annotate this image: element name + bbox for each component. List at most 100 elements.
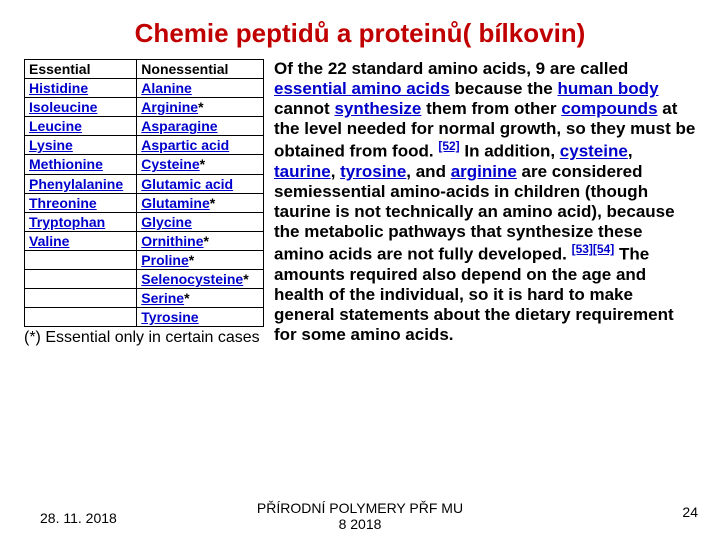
amino-acid-link[interactable]: Histidine bbox=[29, 80, 88, 96]
cell-nonessential: Glutamic acid bbox=[137, 174, 264, 193]
cell-nonessential: Asparagine bbox=[137, 117, 264, 136]
table-row: Valine Ornithine* bbox=[25, 231, 264, 250]
cell-essential: Isoleucine bbox=[25, 98, 137, 117]
amino-acid-link[interactable]: Tryptophan bbox=[29, 214, 105, 230]
cell-essential: Methionine bbox=[25, 155, 137, 174]
cell-essential bbox=[25, 250, 137, 269]
amino-acid-link[interactable]: Asparagine bbox=[141, 118, 217, 134]
cell-nonessential: Ornithine* bbox=[137, 231, 264, 250]
page-title: Chemie peptidů a proteinů( bílkovin) bbox=[24, 18, 696, 49]
amino-acid-link[interactable]: Selenocysteine bbox=[141, 271, 243, 287]
ref-52[interactable]: [52] bbox=[438, 139, 459, 153]
asterisk: * bbox=[198, 99, 203, 115]
cell-nonessential: Alanine bbox=[137, 79, 264, 98]
cell-nonessential: Cysteine* bbox=[137, 155, 264, 174]
link-compounds[interactable]: compounds bbox=[561, 99, 657, 118]
table-row: Tyrosine bbox=[25, 308, 264, 327]
cell-nonessential: Serine* bbox=[137, 289, 264, 308]
text: , bbox=[628, 142, 633, 161]
amino-acid-link[interactable]: Phenylalanine bbox=[29, 176, 123, 192]
cell-essential: Phenylalanine bbox=[25, 174, 137, 193]
amino-acid-link[interactable]: Threonine bbox=[29, 195, 97, 211]
body-text: Of the 22 standard amino acids, 9 are ca… bbox=[274, 59, 696, 348]
link-tyrosine[interactable]: tyrosine bbox=[340, 162, 406, 181]
amino-acid-link[interactable]: Methionine bbox=[29, 156, 103, 172]
amino-acid-link[interactable]: Glutamic acid bbox=[141, 176, 233, 192]
asterisk: * bbox=[204, 233, 209, 249]
col-header-essential: Essential bbox=[25, 60, 137, 79]
cell-nonessential: Proline* bbox=[137, 250, 264, 269]
cell-essential: Histidine bbox=[25, 79, 137, 98]
link-synthesize[interactable]: synthesize bbox=[334, 99, 421, 118]
slide: Chemie peptidů a proteinů( bílkovin) Ess… bbox=[0, 0, 720, 540]
cell-essential bbox=[25, 270, 137, 289]
ref-53[interactable]: [53] bbox=[572, 242, 593, 256]
cell-nonessential: Arginine* bbox=[137, 98, 264, 117]
asterisk: * bbox=[210, 195, 215, 211]
table-row: Methionine Cysteine* bbox=[25, 155, 264, 174]
table-header-row: Essential Nonessential bbox=[25, 60, 264, 79]
table-footnote: (*) Essential only in certain cases bbox=[24, 329, 264, 347]
cell-essential bbox=[25, 308, 137, 327]
amino-acid-link[interactable]: Arginine bbox=[141, 99, 198, 115]
cell-essential: Tryptophan bbox=[25, 212, 137, 231]
table-row: Serine* bbox=[25, 289, 264, 308]
link-essential-amino-acids[interactable]: essential amino acids bbox=[274, 79, 450, 98]
table-row: Isoleucine Arginine* bbox=[25, 98, 264, 117]
amino-acid-link[interactable]: Ornithine bbox=[141, 233, 203, 249]
link-arginine[interactable]: arginine bbox=[451, 162, 517, 181]
amino-acid-link[interactable]: Glutamine bbox=[141, 195, 209, 211]
table-row: Histidine Alanine bbox=[25, 79, 264, 98]
text: , and bbox=[406, 162, 450, 181]
footer-center: PŘÍRODNÍ POLYMERY PŘF MU 8 2018 bbox=[0, 500, 720, 532]
asterisk: * bbox=[243, 271, 248, 287]
content-row: Essential Nonessential Histidine Alanine I… bbox=[24, 59, 696, 348]
amino-acid-link[interactable]: Glycine bbox=[141, 214, 192, 230]
amino-acid-link[interactable]: Valine bbox=[29, 233, 69, 249]
cell-nonessential: Glutamine* bbox=[137, 193, 264, 212]
table-row: Leucine Asparagine bbox=[25, 117, 264, 136]
cell-nonessential: Tyrosine bbox=[137, 308, 264, 327]
cell-essential: Valine bbox=[25, 231, 137, 250]
amino-acid-link[interactable]: Serine bbox=[141, 290, 184, 306]
asterisk: * bbox=[189, 252, 194, 268]
ref-54[interactable]: [54] bbox=[593, 242, 614, 256]
text: them from other bbox=[421, 99, 561, 118]
amino-acid-link[interactable]: Alanine bbox=[141, 80, 192, 96]
cell-essential: Leucine bbox=[25, 117, 137, 136]
text: cannot bbox=[274, 99, 334, 118]
table-row: Threonine Glutamine* bbox=[25, 193, 264, 212]
amino-acid-link[interactable]: Leucine bbox=[29, 118, 82, 134]
cell-essential: Threonine bbox=[25, 193, 137, 212]
table-row: Selenocysteine* bbox=[25, 270, 264, 289]
left-column: Essential Nonessential Histidine Alanine I… bbox=[24, 59, 264, 348]
amino-acid-link[interactable]: Proline bbox=[141, 252, 188, 268]
link-taurine[interactable]: taurine bbox=[274, 162, 331, 181]
table-row: Phenylalanine Glutamic acid bbox=[25, 174, 264, 193]
link-cysteine[interactable]: cysteine bbox=[560, 142, 628, 161]
table-row: Proline* bbox=[25, 250, 264, 269]
text: , bbox=[331, 162, 340, 181]
table-row: Lysine Aspartic acid bbox=[25, 136, 264, 155]
footer-center-line2: 8 2018 bbox=[339, 516, 382, 532]
amino-acid-link[interactable]: Isoleucine bbox=[29, 99, 97, 115]
cell-essential: Lysine bbox=[25, 136, 137, 155]
amino-acids-table: Essential Nonessential Histidine Alanine I… bbox=[24, 59, 264, 327]
asterisk: * bbox=[184, 290, 189, 306]
col-header-nonessential: Nonessential bbox=[137, 60, 264, 79]
amino-acid-link[interactable]: Aspartic acid bbox=[141, 137, 229, 153]
amino-acid-link[interactable]: Lysine bbox=[29, 137, 73, 153]
footer-center-line1: PŘÍRODNÍ POLYMERY PŘF MU bbox=[257, 500, 463, 516]
asterisk: * bbox=[200, 156, 205, 172]
cell-nonessential: Aspartic acid bbox=[137, 136, 264, 155]
link-human-body[interactable]: human body bbox=[557, 79, 658, 98]
table-row: Tryptophan Glycine bbox=[25, 212, 264, 231]
footer-page-number: 24 bbox=[682, 504, 698, 520]
amino-acid-link[interactable]: Tyrosine bbox=[141, 309, 198, 325]
text: because the bbox=[450, 79, 558, 98]
text: Of the 22 standard amino acids, 9 are ca… bbox=[274, 59, 628, 78]
amino-acid-link[interactable]: Cysteine bbox=[141, 156, 199, 172]
cell-essential bbox=[25, 289, 137, 308]
cell-nonessential: Selenocysteine* bbox=[137, 270, 264, 289]
text: In addition, bbox=[460, 142, 560, 161]
